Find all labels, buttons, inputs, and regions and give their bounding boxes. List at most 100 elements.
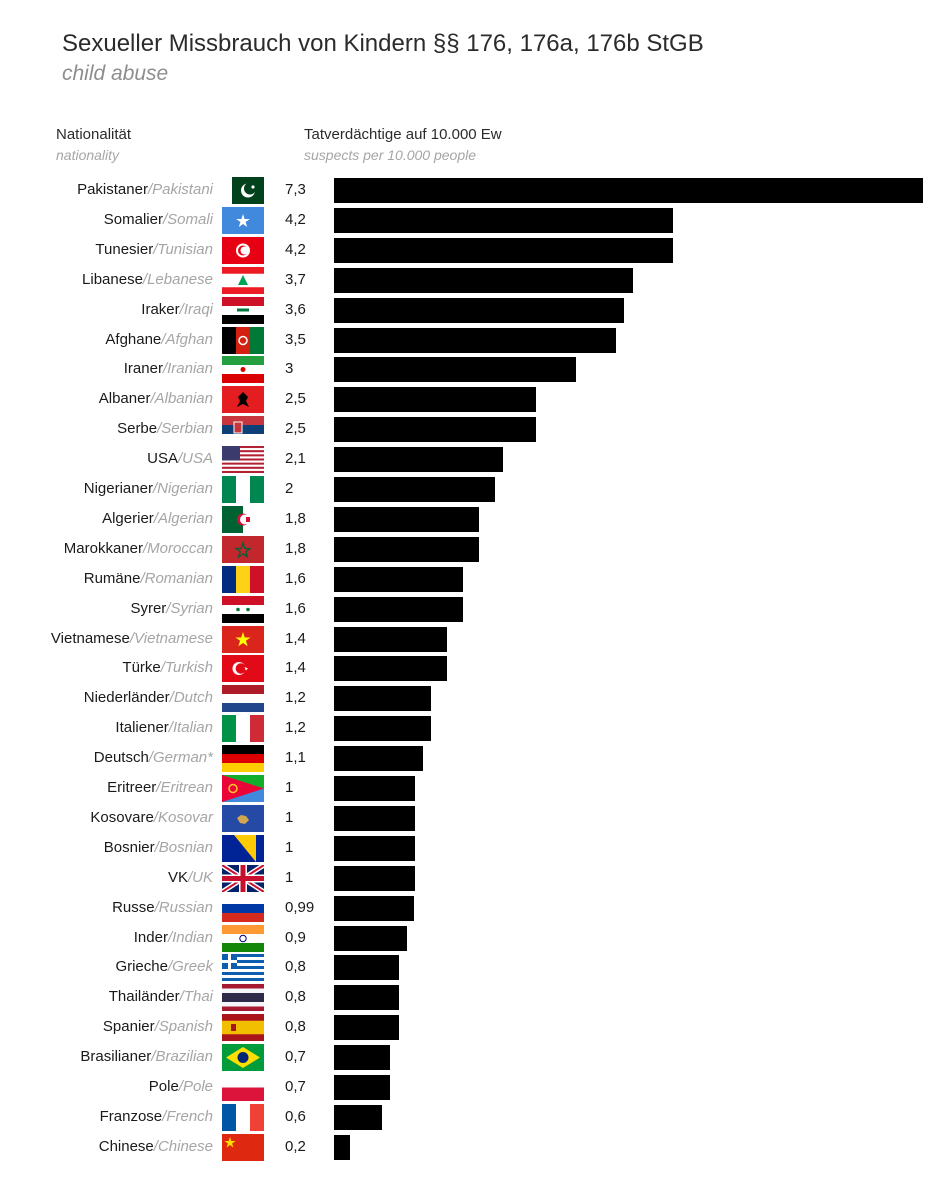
bar [334, 207, 673, 233]
category-label-en-text: Brazilian [155, 1048, 213, 1066]
category-label-en-text: German* [152, 749, 213, 767]
category-label: Brasilianer/Brazilian [80, 1048, 213, 1065]
category-label-en-text: UK [192, 868, 213, 886]
category-label-de: Thailänder [108, 988, 180, 1006]
bar [334, 776, 415, 801]
value-label: 2,1 [285, 450, 306, 468]
category-label-de: Eritreer [107, 779, 157, 796]
category-label-en-text: Pakistani [152, 181, 213, 198]
category-label: Chinese/Chinese [99, 1138, 213, 1155]
category-label-de: Algerier [102, 509, 154, 527]
category-label: Libanese/Lebanese [82, 271, 213, 288]
bar-row: Spanier/Spanish 0,8 [0, 1014, 943, 1044]
category-label: Tunesier/Tunisian [95, 241, 213, 258]
category-label-en: / [153, 509, 158, 527]
bar [334, 596, 464, 622]
bar [334, 357, 577, 383]
bar-row: Rumäne/Romanian 1,6 [0, 565, 943, 596]
bar [334, 686, 431, 712]
category-label-en: / [154, 898, 159, 916]
turkey-flag-icon [222, 655, 264, 683]
bar [334, 865, 415, 891]
category-label-en: / [162, 360, 168, 378]
bar [334, 178, 923, 203]
category-label-en: / [160, 659, 165, 677]
category-label-en: / [129, 629, 135, 647]
category-label-de: Bosnier [103, 838, 155, 856]
category-label-en: / [151, 1048, 156, 1066]
value-label: 1,8 [285, 539, 306, 557]
bar [334, 477, 496, 502]
category-label: Nigerianer/Nigerian [84, 480, 213, 497]
category-label-de: Afghane [105, 330, 162, 348]
lebanon-flag-icon [222, 266, 264, 294]
value-label: 1,2 [285, 689, 306, 707]
category-label-de: Grieche [115, 958, 168, 976]
category-label-de: Rumäne [83, 569, 141, 587]
category-label: Iraner/Iranian [124, 360, 213, 377]
category-label: Pole/Pole [149, 1078, 213, 1095]
category-label-de: VK [167, 868, 188, 886]
kosovo-flag-icon [222, 804, 264, 832]
bar-row: USA/USA 2,1 [0, 446, 943, 476]
bar [334, 1104, 383, 1130]
category-label-en-text: Russian [158, 898, 213, 916]
bar [334, 297, 625, 323]
category-label-de: Iraker [141, 300, 180, 318]
value-label: 2 [285, 480, 294, 497]
bar [334, 985, 399, 1011]
category-label: Vietnamese/Vietnamese [51, 630, 213, 647]
value-label: 1 [285, 838, 294, 856]
value-label: 7,3 [285, 181, 306, 198]
category-label: Bosnier/Bosnian [104, 839, 213, 856]
germany-flag-icon [222, 745, 264, 773]
category-label-en-text: Thai [183, 988, 213, 1006]
bar-row: Algerier/Algerian 1,8 [0, 505, 943, 536]
afghanistan-flag-icon [222, 326, 264, 354]
category-label: Türke/Turkish [122, 659, 213, 676]
category-label-en-text: Bosnian [158, 838, 213, 856]
value-label: 0,7 [285, 1078, 306, 1095]
category-label-en-text: Kosovar [157, 808, 213, 826]
category-label-de: Pole [148, 1078, 179, 1095]
somalia-flag-icon [222, 206, 264, 234]
romania-flag-icon [222, 565, 264, 593]
category-label-de: Tunesier [95, 240, 154, 258]
bar [334, 506, 480, 532]
category-label-en: / [153, 1137, 158, 1155]
category-label-en-text: Romanian [144, 569, 213, 587]
value-label: 0,8 [285, 958, 306, 976]
bar-row: Kosovare/Kosovar 1 [0, 804, 943, 835]
category-label-en-text: French [166, 1107, 213, 1125]
category-label: Eritreer/Eritrean [107, 779, 213, 796]
category-label: Grieche/Greek [115, 958, 213, 975]
category-label-en: / [148, 749, 153, 767]
bar-row: Italiener/Italian 1,2 [0, 715, 943, 745]
bar-row: Libanese/Lebanese 3,7 [0, 266, 943, 297]
category-label: Somalier/Somali [104, 211, 213, 228]
category-label-en: / [140, 569, 145, 587]
value-label: 1 [285, 868, 294, 886]
value-label: 3,6 [285, 300, 306, 318]
uk-flag-icon [222, 864, 264, 892]
value-label: 1,1 [285, 749, 306, 767]
value-label: 1,2 [285, 719, 306, 737]
bar [334, 1015, 399, 1041]
category-label-en-text: Lebanese [147, 270, 213, 288]
bar [334, 1045, 391, 1071]
russia-flag-icon [222, 894, 264, 922]
category-label-en: / [187, 868, 193, 886]
poland-flag-icon [222, 1074, 264, 1101]
category-label-en-text: Vietnamese [134, 629, 213, 647]
category-label-en: / [152, 480, 158, 497]
eritrea-flag-icon [222, 775, 264, 802]
category-label-en-text: Dutch [173, 689, 213, 707]
value-label: 1,6 [285, 599, 306, 617]
category-label: Thailänder/Thai [109, 988, 213, 1005]
value-label: 0,6 [285, 1107, 306, 1125]
category-label-de: Russe [112, 898, 155, 916]
category-label-en: / [162, 1107, 167, 1125]
bar [334, 1075, 391, 1100]
bar-row: Franzose/French 0,6 [0, 1103, 943, 1134]
morocco-flag-icon [222, 535, 264, 563]
